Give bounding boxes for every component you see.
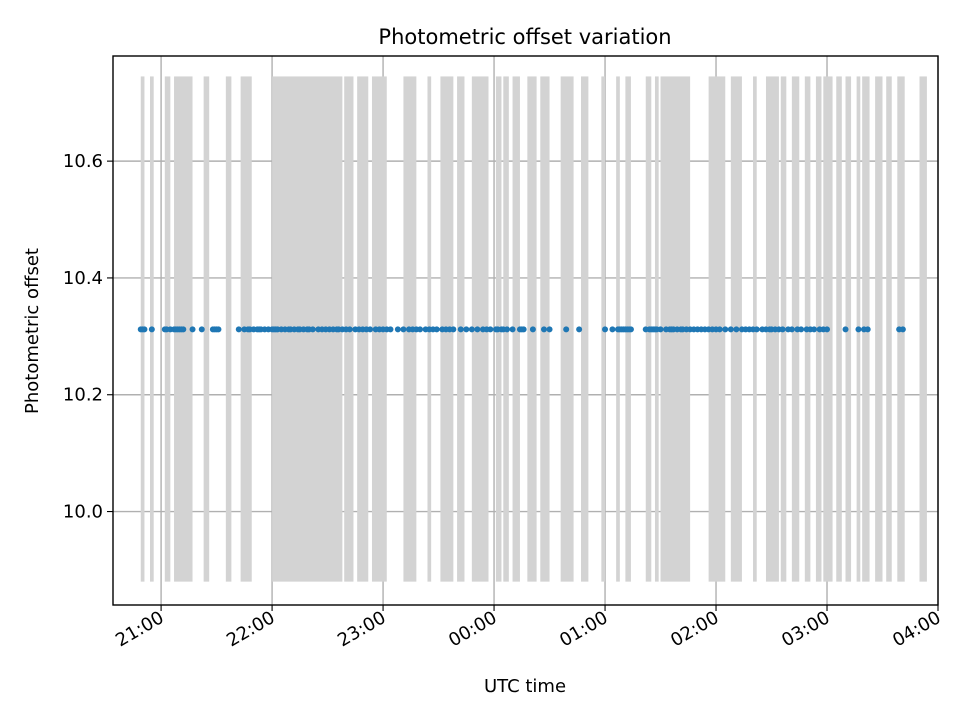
- shaded-interval: [512, 76, 520, 582]
- y-tick-label: 10.0: [63, 502, 103, 523]
- x-tick-label: 00:00: [445, 607, 500, 651]
- data-point: [367, 326, 374, 333]
- data-point: [215, 326, 222, 333]
- data-point: [842, 326, 849, 333]
- x-tick-label: 22:00: [223, 607, 278, 651]
- data-point: [788, 326, 795, 333]
- x-axis-label: UTC time: [484, 676, 566, 697]
- data-point: [198, 326, 205, 333]
- x-tick-label: 04:00: [889, 607, 944, 651]
- data-point: [450, 326, 457, 333]
- data-point: [546, 326, 553, 333]
- data-point: [529, 326, 536, 333]
- shaded-interval: [580, 76, 589, 582]
- data-point: [141, 326, 148, 333]
- data-point: [609, 326, 616, 333]
- data-point: [824, 326, 831, 333]
- plot-frame: [112, 55, 939, 606]
- data-point: [602, 326, 609, 333]
- data-point: [468, 326, 475, 333]
- data-point: [864, 326, 871, 333]
- y-tick-label: 10.2: [63, 385, 103, 406]
- y-tick-label: 10.6: [63, 151, 103, 172]
- x-tick-label: 03:00: [778, 607, 833, 651]
- data-point: [394, 326, 401, 333]
- data-points-layer: [137, 326, 906, 333]
- data-point: [346, 326, 353, 333]
- x-tick-label: 01:00: [556, 607, 611, 651]
- data-point: [716, 326, 723, 333]
- data-point: [433, 326, 440, 333]
- x-tick-label: 21:00: [112, 607, 167, 651]
- data-point: [235, 326, 242, 333]
- data-point: [899, 326, 906, 333]
- data-point: [520, 326, 527, 333]
- data-point: [417, 326, 424, 333]
- data-point: [487, 326, 494, 333]
- x-tick-label: 23:00: [334, 607, 389, 651]
- data-point: [576, 326, 583, 333]
- data-point: [855, 326, 862, 333]
- data-point: [180, 326, 187, 333]
- chart-title: Photometric offset variation: [378, 25, 671, 49]
- data-point: [753, 326, 760, 333]
- data-point: [798, 326, 805, 333]
- shaded-interval: [875, 76, 883, 582]
- data-point: [811, 326, 818, 333]
- data-point: [727, 326, 734, 333]
- data-point: [400, 326, 407, 333]
- data-point: [309, 326, 316, 333]
- shaded-interval: [225, 76, 232, 582]
- data-point: [657, 326, 664, 333]
- data-point: [189, 326, 196, 333]
- data-point: [148, 326, 155, 333]
- data-point: [504, 326, 511, 333]
- data-point: [627, 326, 634, 333]
- data-point: [563, 326, 570, 333]
- x-tick-label: 02:00: [667, 607, 722, 651]
- data-point: [722, 326, 729, 333]
- data-point: [779, 326, 786, 333]
- data-point: [509, 326, 516, 333]
- shaded-interval: [836, 76, 842, 582]
- shaded-interval: [919, 76, 927, 582]
- y-tick-label: 10.4: [63, 268, 103, 289]
- data-point: [387, 326, 394, 333]
- data-point: [457, 326, 464, 333]
- shaded-interval: [203, 76, 210, 582]
- data-point: [474, 326, 481, 333]
- data-point: [463, 326, 470, 333]
- shaded-interval: [886, 76, 892, 582]
- y-axis-label: Photometric offset: [22, 248, 43, 414]
- data-point: [733, 326, 740, 333]
- data-point: [540, 326, 547, 333]
